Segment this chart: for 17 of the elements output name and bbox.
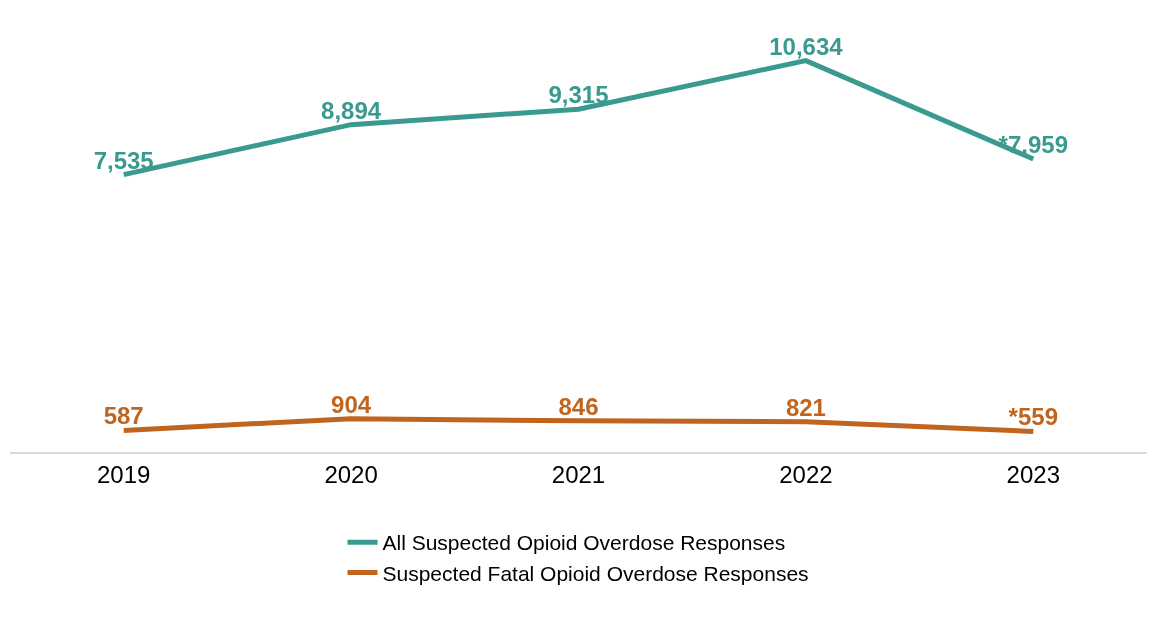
data-label: 846 bbox=[558, 392, 599, 420]
x-tick-label: 2022 bbox=[779, 460, 833, 488]
data-label: 10,634 bbox=[769, 32, 844, 60]
legend-label: All Suspected Opioid Overdose Responses bbox=[382, 531, 786, 555]
data-label: 8,894 bbox=[321, 96, 382, 124]
x-tick-label: 2021 bbox=[551, 460, 606, 488]
data-label: 7,535 bbox=[93, 146, 154, 174]
x-tick-label: 2019 bbox=[97, 460, 151, 488]
data-label: *7,959 bbox=[998, 131, 1068, 159]
x-tick-label: 2020 bbox=[324, 460, 378, 488]
data-label: 587 bbox=[103, 402, 144, 430]
data-label: 904 bbox=[331, 390, 372, 418]
data-label: 9,315 bbox=[548, 81, 609, 109]
data-label: 821 bbox=[785, 393, 826, 421]
legend-label: Suspected Fatal Opioid Overdose Responses bbox=[382, 561, 809, 585]
x-tick-label: 2023 bbox=[1006, 460, 1060, 488]
data-label: *559 bbox=[1008, 403, 1058, 431]
